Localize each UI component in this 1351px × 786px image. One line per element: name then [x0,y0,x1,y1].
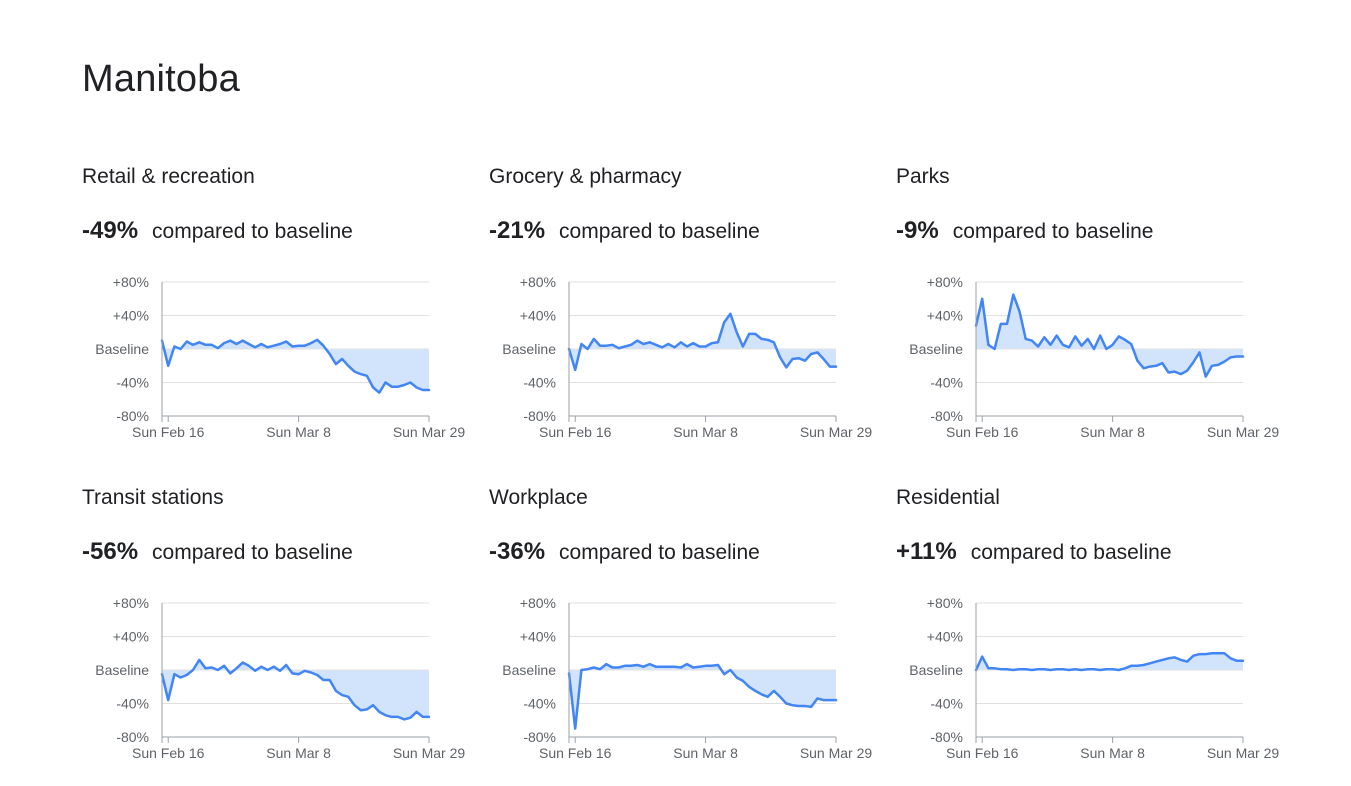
area-fill [569,664,836,729]
area-fill [976,294,1243,377]
line-chart: +80% +40% Baseline -40% -80%Sun Feb 16 Sun Ma… [502,274,873,440]
x-tick-label: Sun Mar 29 [1207,424,1280,440]
y-tick-label: -40% [523,375,556,391]
x-tick-label: Sun Mar 8 [673,424,738,440]
series-line [160,338,431,394]
headline-suffix: compared to baseline [559,220,760,243]
chart-headline: -49% compared to baseline [82,217,353,245]
x-tick-label: Sun Mar 8 [673,745,738,761]
line-chart: +80% +40% Baseline -40% -80%Sun Feb 16 Sun Ma… [502,595,873,761]
x-tick-label: Sun Mar 8 [266,745,331,761]
chart-headline: -56% compared to baseline [82,538,353,566]
area-fill [162,659,429,720]
headline-percent: -9% [896,217,939,244]
x-tick-label: Sun Feb 16 [946,424,1019,440]
line-chart: +80% +40% Baseline -40% -80%Sun Feb 16 Sun Ma… [909,595,1280,761]
series-line [974,652,1245,672]
x-tick-label: Sun Feb 16 [539,745,612,761]
x-tick-label: Sun Feb 16 [132,424,205,440]
area-fill [569,313,836,370]
headline-suffix: compared to baseline [559,541,760,564]
y-tick-label: +40% [113,308,149,324]
chart-panel-grocery-pharmacy: Grocery & pharmacy -21% compared to basel… [489,165,889,465]
y-tick-label: +40% [927,308,963,324]
chart-panel-parks: Parks -9% compared to baseline +80% +40% Ba… [896,165,1296,465]
line-chart: +80% +40% Baseline -40% -80%Sun Feb 16 Sun Ma… [95,595,466,761]
headline-percent: +11% [896,538,957,565]
chart-title: Parks [896,165,950,188]
chart-title: Residential [896,486,1000,509]
y-tick-label: Baseline [909,341,963,357]
area-fill [976,653,1243,670]
headline-suffix: compared to baseline [970,541,1172,564]
y-tick-label: +40% [520,629,556,645]
headline-percent: -21% [489,217,546,244]
x-tick-label: Sun Mar 29 [1207,745,1280,761]
x-tick-label: Sun Mar 8 [1080,745,1145,761]
y-tick-label: +40% [927,629,963,645]
y-tick-label: -80% [116,729,149,745]
y-tick-label: +40% [520,308,556,324]
headline-percent: -56% [82,538,139,565]
chart-headline: -9% compared to baseline [896,217,1153,245]
y-tick-label: -80% [523,729,556,745]
series-line [974,293,1245,378]
headline-suffix: compared to baseline [952,220,1154,243]
area-fill [162,339,429,393]
page-title: Manitoba [82,58,240,100]
x-tick-label: Sun Feb 16 [946,745,1019,761]
x-tick-label: Sun Mar 8 [1080,424,1145,440]
y-tick-label: +80% [927,595,963,611]
series-line [567,662,838,730]
y-tick-label: +80% [113,595,149,611]
x-tick-label: Sun Feb 16 [132,745,205,761]
chart-title: Retail & recreation [82,165,255,188]
y-tick-label: Baseline [95,662,149,678]
chart-panel-residential: Residential +11% compared to baseline +80… [896,486,1296,786]
y-tick-label: Baseline [95,341,149,357]
y-tick-label: -40% [116,375,149,391]
headline-percent: -49% [82,217,139,244]
chart-title: Grocery & pharmacy [489,165,682,188]
y-tick-label: Baseline [502,662,556,678]
y-tick-label: Baseline [909,662,963,678]
x-tick-label: Sun Mar 8 [266,424,331,440]
y-tick-label: -80% [930,729,963,745]
series-line [160,658,431,721]
y-tick-label: -40% [523,696,556,712]
chart-headline: -21% compared to baseline [489,217,760,245]
y-tick-label: -80% [523,408,556,424]
x-tick-label: Sun Mar 29 [393,745,466,761]
line-chart: +80% +40% Baseline -40% -80%Sun Feb 16 Sun Ma… [95,274,466,440]
chart-panel-workplace: Workplace -36% compared to baseline +80% +… [489,486,889,786]
y-tick-label: Baseline [502,341,556,357]
chart-panel-transit-stations: Transit stations -56% compared to baselin… [82,486,482,786]
y-tick-label: +40% [113,629,149,645]
x-tick-label: Sun Mar 29 [800,424,873,440]
line-chart: +80% +40% Baseline -40% -80%Sun Feb 16 Sun Ma… [909,274,1280,440]
chart-headline: +11% compared to baseline [896,538,1172,566]
y-tick-label: -80% [116,408,149,424]
x-tick-label: Sun Feb 16 [539,424,612,440]
series-line [567,312,838,372]
y-tick-label: -40% [930,696,963,712]
headline-suffix: compared to baseline [152,220,353,243]
headline-suffix: compared to baseline [152,541,353,564]
headline-percent: -36% [489,538,546,565]
chart-headline: -36% compared to baseline [489,538,760,566]
y-tick-label: +80% [520,274,556,290]
y-tick-label: +80% [927,274,963,290]
y-tick-label: -40% [116,696,149,712]
chart-title: Transit stations [82,486,224,509]
chart-panel-retail-recreation: Retail & recreation -49% compared to base… [82,165,482,465]
y-tick-label: +80% [113,274,149,290]
y-tick-label: -40% [930,375,963,391]
chart-title: Workplace [489,486,588,509]
x-tick-label: Sun Mar 29 [800,745,873,761]
y-tick-label: -80% [930,408,963,424]
y-tick-label: +80% [520,595,556,611]
x-tick-label: Sun Mar 29 [393,424,466,440]
